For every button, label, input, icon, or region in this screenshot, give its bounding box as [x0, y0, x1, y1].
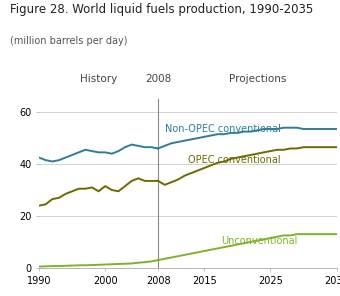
Text: History: History [80, 74, 117, 84]
Text: Unconventional: Unconventional [221, 236, 297, 246]
Text: Figure 28. World liquid fuels production, 1990-2035: Figure 28. World liquid fuels production… [10, 3, 313, 16]
Text: (million barrels per day): (million barrels per day) [10, 36, 128, 46]
Text: 2008: 2008 [145, 74, 171, 84]
Text: Non-OPEC conventional: Non-OPEC conventional [165, 124, 280, 134]
Text: Projections: Projections [228, 74, 286, 84]
Text: OPEC conventional: OPEC conventional [188, 155, 280, 165]
